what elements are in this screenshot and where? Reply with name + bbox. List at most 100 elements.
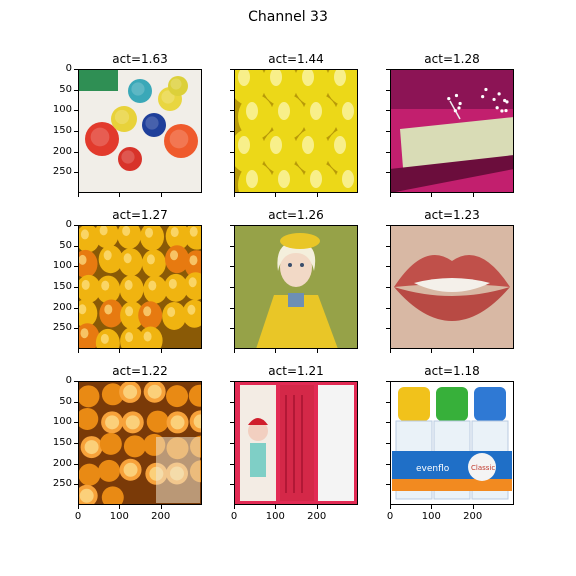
bottle-cap [111, 106, 137, 132]
image-panel [234, 225, 358, 349]
bell-pepper [119, 275, 144, 304]
y-tick [230, 151, 234, 153]
y-tick-label: 0 [65, 375, 72, 386]
y-tick [386, 287, 390, 288]
panel-title: act=1.44 [268, 52, 324, 66]
upper-lip [394, 254, 510, 287]
image-panel [390, 69, 514, 193]
x-tick-label: 100 [265, 511, 285, 522]
y-tick [74, 401, 78, 403]
x-tick [234, 193, 235, 197]
x-tick [431, 349, 433, 353]
y-tick [74, 131, 78, 132]
y-tick [74, 110, 78, 112]
y-tick [386, 266, 390, 268]
x-tick [275, 349, 277, 353]
classic-text: Classic [471, 464, 495, 472]
y-tick [230, 463, 234, 465]
y-tick-label: 150 [52, 125, 72, 136]
orange [79, 407, 99, 430]
bell-pepper [118, 248, 143, 277]
x-tick [316, 193, 318, 197]
y-tick [386, 422, 390, 424]
bell-pepper [138, 301, 163, 330]
case-right-panel [318, 385, 354, 501]
activation-image: evenflo Classic [391, 382, 513, 504]
y-tick [74, 287, 78, 288]
y-tick [386, 110, 390, 112]
y-tick-label: 150 [52, 437, 72, 448]
y-tick [386, 151, 390, 153]
bottle-cap [436, 387, 468, 421]
x-tick [316, 505, 318, 509]
y-tick [386, 381, 390, 382]
y-tick [230, 381, 234, 382]
activation-image [79, 70, 201, 192]
bell-pepper [141, 249, 166, 278]
lower-lip [394, 287, 510, 321]
x-tick-label: 100 [109, 511, 129, 522]
bell-pepper [162, 301, 187, 330]
orange [166, 385, 189, 408]
case-middle-panel [280, 385, 314, 501]
image-panel: evenflo Classic [390, 381, 514, 505]
y-tick [230, 422, 234, 424]
bottle-cap [168, 76, 188, 96]
y-tick [230, 172, 234, 174]
x-tick [78, 349, 79, 353]
figure-title: Channel 33 [248, 9, 328, 25]
x-tick-label: 100 [421, 511, 441, 522]
x-tick [275, 193, 277, 197]
y-tick-label: 250 [52, 166, 72, 178]
activation-image [235, 382, 357, 504]
y-tick [386, 401, 390, 403]
bottle-cap [85, 122, 119, 156]
panel-title: act=1.63 [112, 52, 168, 66]
y-tick [386, 463, 390, 465]
bottle-cap [164, 124, 198, 158]
x-tick [160, 193, 162, 197]
y-tick [230, 484, 234, 486]
y-tick [386, 69, 390, 70]
x-tick [119, 505, 121, 509]
x-tick [160, 349, 162, 353]
x-tick [390, 349, 391, 353]
y-tick-label: 100 [52, 260, 72, 272]
y-tick [230, 225, 234, 226]
y-tick-label: 150 [52, 281, 72, 292]
image-panel [78, 69, 202, 193]
orange [101, 383, 124, 406]
bottle-cap [128, 79, 152, 103]
y-tick [74, 422, 78, 424]
doll-face [280, 247, 312, 287]
x-tick [472, 505, 474, 509]
activation-image [391, 70, 513, 192]
x-tick [472, 349, 474, 353]
orange [79, 385, 100, 408]
y-tick [230, 89, 234, 91]
y-tick-label: 100 [52, 104, 72, 116]
x-tick [431, 505, 433, 509]
activation-image [235, 226, 357, 348]
y-tick [74, 484, 78, 486]
y-tick-label: 200 [52, 145, 72, 157]
y-tick-label: 0 [65, 219, 72, 230]
image-panel [234, 69, 358, 193]
x-tick-label: 200 [151, 511, 171, 522]
y-tick [230, 110, 234, 112]
y-tick [386, 131, 390, 132]
y-tick-label: 0 [65, 63, 72, 74]
activation-image [391, 226, 513, 348]
orange [79, 463, 101, 486]
y-tick [230, 443, 234, 444]
image-panel [234, 381, 358, 505]
y-tick [74, 443, 78, 444]
y-tick-label: 50 [59, 83, 72, 95]
y-tick-label: 50 [59, 239, 72, 251]
activation-image [79, 382, 201, 504]
bottle-cap [398, 387, 430, 421]
panel-title: act=1.23 [424, 208, 480, 222]
y-tick [386, 245, 390, 247]
y-tick [74, 69, 78, 70]
y-tick [74, 328, 78, 330]
